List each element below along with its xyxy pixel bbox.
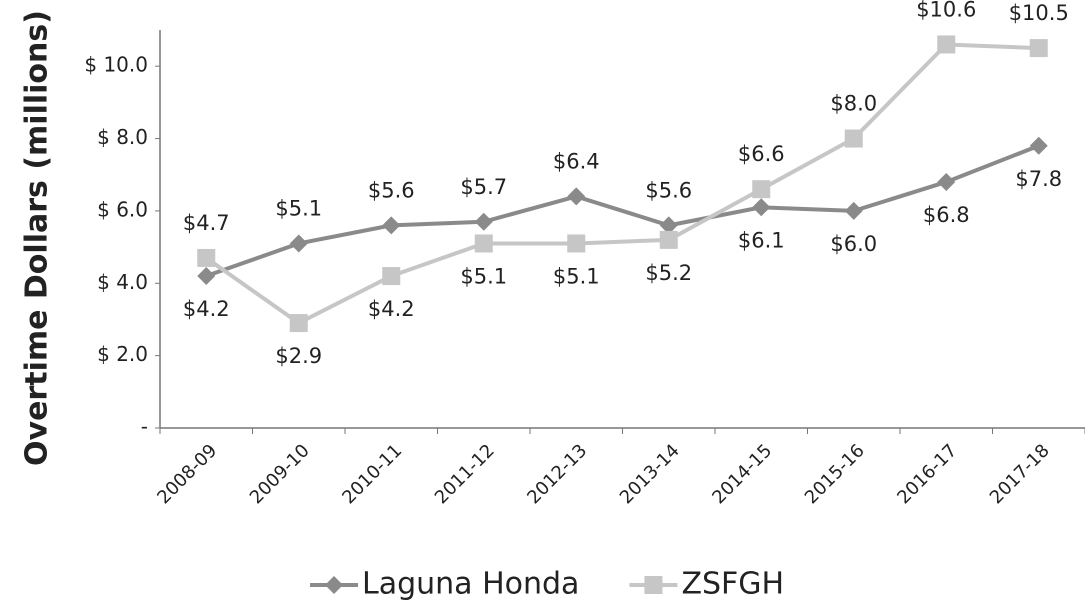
x-tick-label: 2012-13 xyxy=(523,440,591,508)
data-point xyxy=(752,180,771,199)
data-point xyxy=(197,248,216,267)
y-tick-label: $ 2.0 xyxy=(97,342,148,366)
data-label: $4.2 xyxy=(183,297,230,321)
y-tick-label: $ 10.0 xyxy=(84,53,148,77)
data-point xyxy=(474,212,493,231)
series-line xyxy=(205,42,1039,326)
y-axis-label: Overtime Dollars (millions) xyxy=(20,10,55,466)
legend-label: Laguna Honda xyxy=(362,567,579,602)
data-label: $4.7 xyxy=(183,211,230,235)
legend-label: ZSFGH xyxy=(681,567,784,602)
data-label: $5.2 xyxy=(645,261,692,285)
data-label: $5.1 xyxy=(553,264,600,288)
x-tick-label: 2009-10 xyxy=(246,440,314,508)
data-label: $6.1 xyxy=(738,228,785,252)
data-label: $7.8 xyxy=(1015,167,1062,191)
data-label: $6.0 xyxy=(830,232,877,256)
data-label: $5.6 xyxy=(368,178,415,202)
data-point xyxy=(382,216,401,235)
x-tick-label: 2016-17 xyxy=(893,440,961,508)
data-point xyxy=(659,230,678,249)
data-point xyxy=(844,129,863,148)
data-point xyxy=(1029,39,1048,58)
legend-marker xyxy=(325,576,343,594)
data-point xyxy=(844,201,863,220)
data-point xyxy=(289,234,308,253)
data-label: $5.1 xyxy=(275,196,322,220)
series-line xyxy=(205,143,1040,278)
x-tick-label: 2013-14 xyxy=(616,440,684,508)
data-point xyxy=(289,314,308,333)
y-tick-label: - xyxy=(141,415,148,439)
y-tick-label: $ 8.0 xyxy=(97,125,148,149)
x-tick-label: 2010-11 xyxy=(338,440,406,508)
x-tick-label: 2008-09 xyxy=(153,440,221,508)
x-tick-label: 2011-12 xyxy=(431,440,499,508)
x-tick-label: 2015-16 xyxy=(801,440,869,508)
data-point xyxy=(659,216,678,235)
data-label: $5.6 xyxy=(645,178,692,202)
data-label: $6.4 xyxy=(553,149,600,173)
y-tick-label: $ 6.0 xyxy=(97,197,148,221)
data-label: $5.1 xyxy=(460,264,507,288)
data-label: $2.9 xyxy=(275,344,322,368)
data-label: $8.0 xyxy=(830,92,877,116)
data-point xyxy=(1029,136,1048,155)
data-point xyxy=(382,267,401,286)
data-point xyxy=(474,234,493,253)
data-point xyxy=(937,172,956,191)
data-label: $4.2 xyxy=(368,297,415,321)
x-tick-label: 2017-18 xyxy=(986,440,1054,508)
data-point xyxy=(567,187,586,206)
data-point xyxy=(567,234,586,253)
data-point xyxy=(937,35,956,54)
data-label: $6.8 xyxy=(923,203,970,227)
data-point xyxy=(752,198,771,217)
y-tick-label: $ 4.0 xyxy=(97,270,148,294)
data-label: $6.6 xyxy=(738,142,785,166)
data-label: $10.5 xyxy=(1009,1,1069,25)
data-label: $5.7 xyxy=(460,175,507,199)
data-label: $10.6 xyxy=(916,0,976,21)
legend-marker xyxy=(644,576,663,594)
data-point xyxy=(197,267,216,286)
x-tick-label: 2014-15 xyxy=(708,440,776,508)
